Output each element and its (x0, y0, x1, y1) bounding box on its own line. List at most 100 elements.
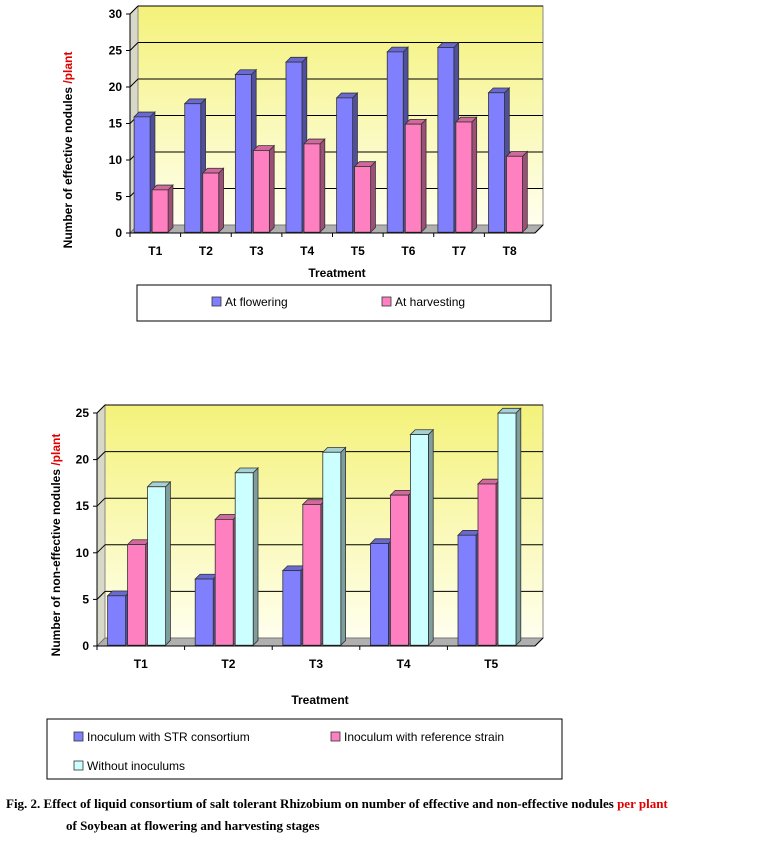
chart2-y-tick-label: 20 (76, 453, 90, 467)
legend-label: Inoculum with STR consortium (87, 730, 250, 744)
bar-front (194, 578, 214, 646)
bar-front (497, 412, 517, 646)
bar-front (252, 150, 270, 233)
chart1-y-tick-label: 10 (109, 153, 123, 167)
bar-side (340, 446, 347, 647)
bar-front (404, 123, 422, 233)
chart2-bar (457, 529, 482, 647)
caption-line2: of Soybean at flowering and harvesting s… (66, 818, 320, 833)
chart2-y-tick-label: 25 (76, 406, 90, 420)
chart1-x-tick-label: T3 (250, 244, 264, 258)
bar-front (386, 51, 404, 233)
chart1-y-tick-label: 5 (115, 190, 122, 204)
chart2-bar (389, 489, 415, 647)
bar-front (151, 189, 169, 233)
chart1-legend: At flowering At harvesting (136, 284, 552, 322)
chart2-x-tick-label: T1 (134, 657, 148, 671)
bar-front (354, 166, 372, 233)
chart2-gridline-side (96, 404, 106, 414)
bar-front (488, 92, 505, 233)
chart2-bar (281, 564, 307, 647)
chart1-y-tick-label: 25 (109, 44, 123, 58)
chart1-x-tick-label: T5 (351, 244, 365, 258)
bar-front (202, 172, 220, 233)
chart1-gridline-side (129, 5, 139, 15)
bar-side (427, 428, 434, 647)
chart2-bar (126, 538, 152, 647)
chart2-bar (321, 446, 347, 647)
chart2-x-tick-label: T5 (484, 657, 498, 671)
chart1-bar (404, 118, 428, 234)
chart2-bar (214, 513, 239, 647)
chart1-bar (454, 116, 478, 234)
chart2-bar (477, 478, 502, 647)
bar-front (214, 518, 234, 646)
chart2-bar (497, 407, 522, 647)
legend-label: Without inoculums (87, 759, 185, 773)
legend-label: At flowering (225, 295, 288, 309)
chart2-y-tick-label: 10 (76, 546, 90, 560)
bar-front (107, 595, 126, 646)
bar-front (477, 483, 497, 646)
chart2-bar (369, 537, 395, 647)
chart2-bar (301, 498, 327, 647)
bar-front (303, 143, 321, 233)
chart1-legend-box (136, 284, 552, 322)
bar-front (389, 494, 409, 646)
chart2-legend-box (46, 718, 563, 780)
bar-side (420, 118, 427, 234)
bar-side (165, 480, 171, 647)
chart1-bar (303, 138, 326, 234)
bar-front (369, 543, 389, 646)
chart2-x-axis-title: Treatment (291, 693, 348, 707)
chart1-x-tick-label: T6 (401, 244, 415, 258)
chart1-bar (505, 150, 529, 234)
bar-front (322, 451, 342, 646)
chart1-bar (151, 184, 174, 234)
bar-side (515, 407, 522, 647)
non-effective-nodules-chart: 0 5 10 15 20 25 T1 T2 T3 T4 T5 Treatment Number o… (46, 403, 563, 780)
chart2-gridline-side (96, 497, 106, 507)
bar-front (133, 116, 151, 233)
bar-front (302, 504, 322, 646)
figure-caption: Fig. 2. Effect of liquid consortium of s… (6, 796, 766, 834)
chart2-y-tick-label: 5 (82, 592, 89, 606)
chart2-bar (194, 573, 219, 647)
bar-front (455, 121, 473, 233)
chart1-y-tick-label: 30 (109, 7, 123, 21)
bar-front (127, 544, 146, 646)
chart1-x-tick-label: T4 (300, 244, 314, 258)
chart2-legend: Inoculum with STR consortium Inoculum wit… (46, 718, 563, 780)
bar-front (506, 155, 523, 233)
bar-side (218, 167, 224, 234)
chart2-side-wall (96, 403, 106, 648)
chart1-y-axis-title: Number of effective nodules /plant (61, 52, 75, 249)
chart1-x-tick-label: T1 (148, 244, 162, 258)
bar-front (282, 570, 302, 646)
caption-line1-accent: per plant (617, 796, 668, 811)
chart2-y-axis-title: Number of non-effective nodules /plant (49, 434, 63, 657)
chart1-y-tick-label: 20 (109, 80, 123, 94)
chart1-bar (353, 160, 377, 234)
caption-line1-main: Fig. 2. Effect of liquid consortium of s… (6, 796, 618, 811)
chart1-gridline-side (129, 78, 139, 88)
bar-side (319, 138, 326, 234)
chart2-y-axis-title-main: Number of non-effective nodules (49, 466, 63, 657)
chart1-bar (335, 92, 359, 234)
legend-label: Inoculum with reference strain (344, 730, 504, 744)
bar-side (522, 150, 528, 234)
bar-front (336, 97, 354, 233)
bar-side (252, 467, 259, 647)
bar-side (471, 116, 478, 234)
chart1-gridline-side (129, 42, 139, 51)
chart1-x-tick-label: T8 (503, 244, 517, 258)
chart2-bar (409, 428, 435, 647)
chart2-floor-edge (534, 637, 544, 647)
chart1-bar (201, 167, 225, 234)
bar-front (234, 472, 254, 646)
chart2-y-tick-label: 0 (82, 639, 89, 653)
legend-swatch (381, 296, 392, 307)
chart2-gridline-side (96, 451, 106, 460)
chart2-x-tick-label: T2 (221, 657, 235, 671)
